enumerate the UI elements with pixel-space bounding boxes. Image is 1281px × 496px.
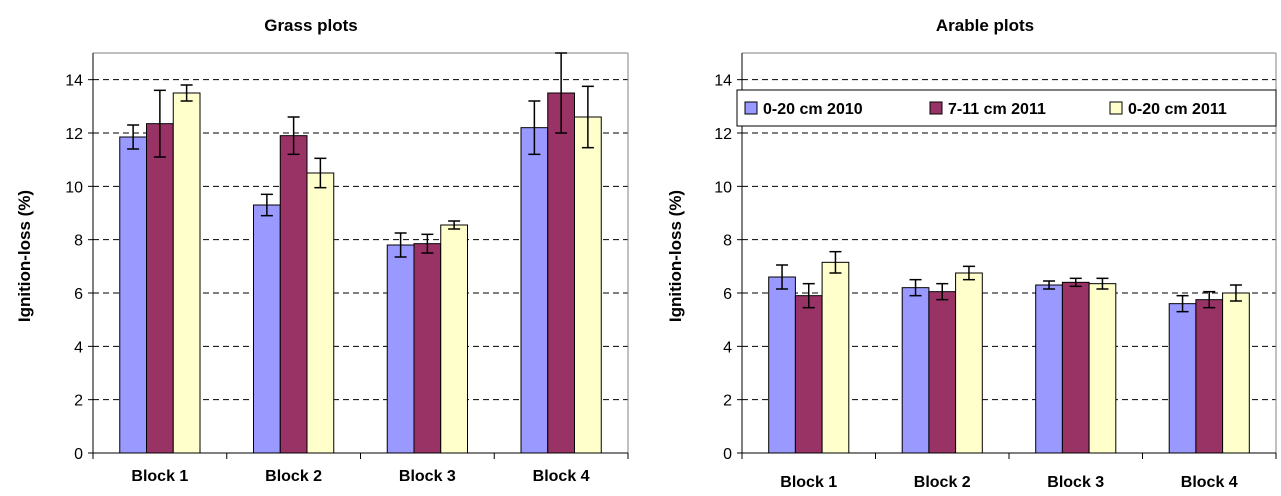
bar	[520, 127, 549, 454]
bar	[1061, 281, 1090, 454]
y-tick-label: 10	[714, 179, 732, 196]
bar	[821, 261, 850, 454]
bar	[901, 287, 930, 454]
y-tick-label: 6	[74, 286, 83, 303]
bar	[146, 123, 174, 454]
y-tick-label: 4	[74, 339, 83, 356]
chart-title: Arable plots	[936, 16, 1034, 35]
legend-swatch	[929, 101, 943, 115]
arable-plots-chart: Arable plots Ignition-loss (%) 0 2 4 6 8 10 12…	[666, 16, 1277, 491]
y-tick-label: 14	[65, 73, 83, 90]
y-axis-label: Ignition-loss (%)	[666, 190, 685, 322]
y-tick-label: 6	[723, 286, 732, 303]
x-tick-label: Block 4	[533, 468, 590, 485]
y-tick-label: 8	[74, 233, 83, 250]
y-tick-label: 8	[723, 233, 732, 250]
bar	[440, 224, 468, 454]
y-tick-label: 12	[65, 126, 83, 143]
bar	[794, 295, 823, 454]
y-tick-label: 10	[65, 179, 83, 196]
y-tick-label: 0	[74, 446, 83, 463]
legend-swatch	[1109, 101, 1123, 115]
bar	[1168, 303, 1197, 454]
legend-swatch	[744, 101, 758, 115]
bar	[1195, 299, 1224, 454]
y-tick-label: 0	[723, 446, 732, 463]
x-tick-label: Block 3	[399, 468, 456, 485]
y-tick-label: 12	[714, 126, 732, 143]
y-tick-label: 2	[723, 393, 732, 410]
y-tick-label: 14	[714, 73, 732, 90]
bar	[574, 116, 602, 454]
plot-area: 0 2 4 6 8 10 12 14 Block 1 Block 2 Block 3 Block 4	[714, 52, 1277, 491]
bar	[547, 92, 575, 454]
x-tick-label: Block 2	[265, 468, 322, 485]
y-axis-label: Ignition-loss (%)	[15, 190, 34, 322]
legend-label: 0-20 cm 2010	[763, 101, 863, 118]
x-tick-label: Block 4	[1181, 474, 1238, 491]
x-tick-label: Block 1	[780, 474, 837, 491]
bar	[279, 135, 308, 454]
legend-box	[736, 89, 1277, 127]
legend-label: 7-11 cm 2011	[948, 101, 1046, 118]
bar	[172, 92, 201, 454]
x-tick-label: Block 3	[1047, 474, 1104, 491]
y-tick-label: 4	[723, 339, 732, 356]
y-tick-label: 2	[74, 393, 83, 410]
chart-title: Grass plots	[264, 16, 358, 35]
legend: 0-20 cm 2010 7-11 cm 2011 0-20 cm 2011	[736, 89, 1277, 127]
legend-label: 0-20 cm 2011	[1128, 101, 1227, 118]
bar	[386, 244, 415, 454]
bar	[1222, 292, 1250, 454]
bar	[306, 172, 335, 454]
bar	[119, 136, 147, 454]
bar	[928, 291, 957, 454]
bar	[253, 204, 281, 454]
bar	[1035, 284, 1063, 454]
bar	[955, 272, 983, 454]
plot-area: 0 2 4 6 8 10 12 14 Block 1 Block 2 Block 3 Block 4	[65, 52, 629, 485]
bar	[1088, 283, 1117, 454]
bar	[768, 276, 796, 454]
bar	[413, 243, 442, 454]
x-tick-label: Block 1	[131, 468, 188, 485]
grass-plots-chart: Grass plots Ignition-loss (%) 0 2 4 6 8 10 12 1…	[15, 16, 629, 485]
x-tick-label: Block 2	[914, 474, 971, 491]
